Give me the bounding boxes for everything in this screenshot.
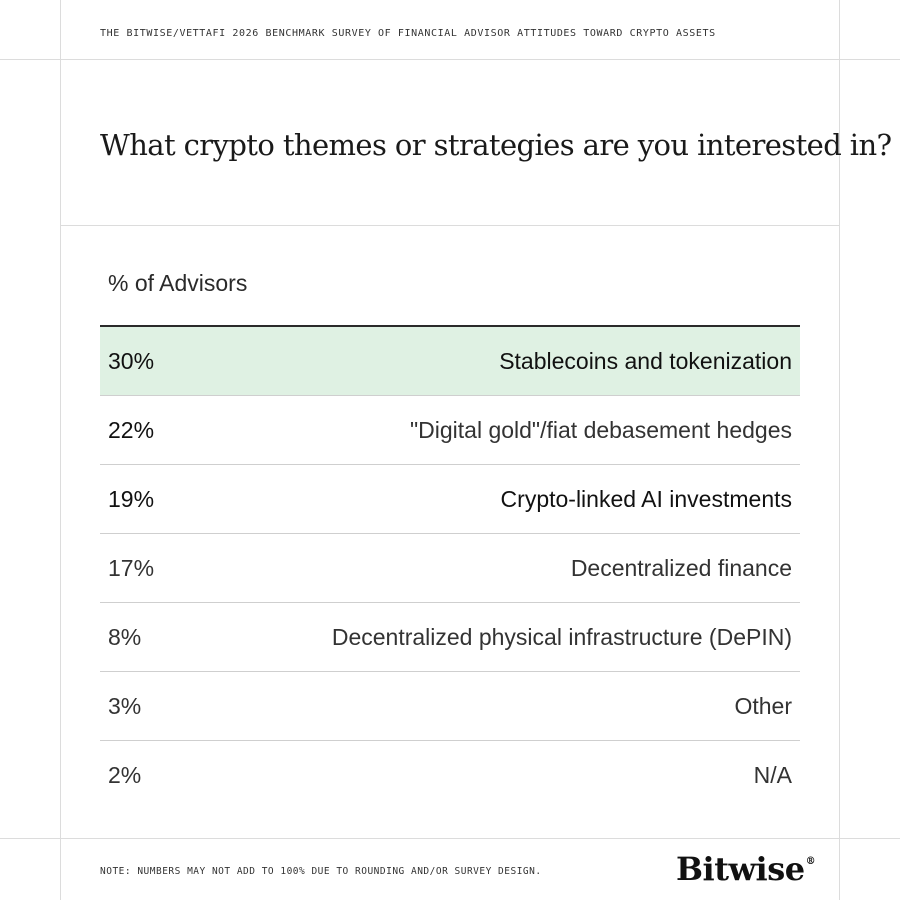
results-table: 30% Stablecoins and tokenization 22% "Di… [100,325,800,809]
theme-label: "Digital gold"/fiat debasement hedges [409,416,792,443]
theme-label: Stablecoins and tokenization [499,347,792,374]
frame-line-middle [60,225,839,226]
table-row: 2% N/A [100,741,800,809]
percent-value: 22% [108,416,155,443]
theme-label: Decentralized physical infrastructure (D… [331,623,792,650]
question-heading: What crypto themes or strategies are you… [100,128,892,162]
logo-text: Bitwise [676,850,805,888]
table-row: 3% Other [100,672,800,741]
percent-value: 8% [108,623,142,650]
frame-line-left [60,0,61,900]
table-row: 22% "Digital gold"/fiat debasement hedge… [100,396,800,465]
theme-label: Decentralized finance [570,554,792,581]
percent-value: 17% [108,554,155,581]
footnote: NOTE: NUMBERS MAY NOT ADD TO 100% DUE TO… [100,866,542,877]
table-row: 8% Decentralized physical infrastructure… [100,603,800,672]
frame-line-top [0,59,900,60]
theme-label: N/A [753,761,792,788]
table-row: 17% Decentralized finance [100,534,800,603]
frame-line-right [839,0,840,900]
theme-label: Other [734,692,792,719]
table-row: 19% Crypto-linked AI investments [100,465,800,534]
theme-label: Crypto-linked AI investments [500,485,792,512]
registered-mark: ® [805,856,816,867]
percent-value: 30% [108,347,155,374]
bitwise-logo: Bitwise® [676,850,816,888]
percent-value: 2% [108,761,142,788]
percent-value: 3% [108,692,142,719]
percent-value: 19% [108,485,155,512]
column-label: % of Advisors [108,270,248,296]
table-row: 30% Stablecoins and tokenization [100,327,800,396]
frame-line-bottom [0,838,900,839]
survey-title: THE BITWISE/VETTAFI 2026 BENCHMARK SURVE… [100,28,716,39]
